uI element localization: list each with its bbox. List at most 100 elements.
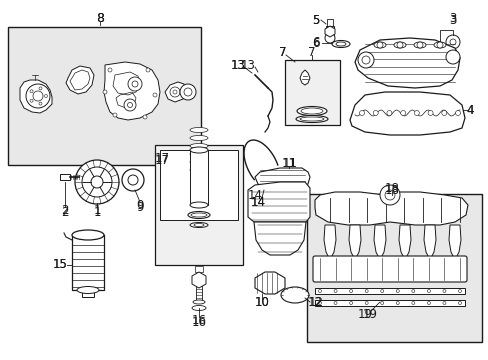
Text: 17: 17 — [154, 153, 169, 166]
Circle shape — [183, 88, 192, 96]
Polygon shape — [314, 192, 467, 225]
Text: 11: 11 — [282, 157, 297, 170]
Polygon shape — [192, 272, 205, 288]
Text: 19: 19 — [357, 309, 372, 321]
Bar — [155, 145, 243, 265]
Circle shape — [325, 33, 334, 43]
Text: 16: 16 — [191, 315, 206, 328]
Polygon shape — [104, 62, 160, 120]
Text: 9: 9 — [136, 201, 143, 213]
Circle shape — [122, 169, 143, 191]
Polygon shape — [423, 225, 435, 260]
Bar — [160, 150, 238, 220]
Polygon shape — [60, 174, 70, 180]
Text: 5: 5 — [312, 14, 319, 27]
FancyBboxPatch shape — [312, 256, 466, 282]
Circle shape — [396, 42, 402, 48]
Polygon shape — [164, 82, 185, 102]
Circle shape — [427, 111, 432, 116]
Polygon shape — [253, 222, 305, 255]
Ellipse shape — [190, 135, 207, 140]
Circle shape — [113, 113, 117, 117]
Circle shape — [357, 52, 373, 68]
Text: 6: 6 — [312, 36, 319, 49]
Circle shape — [82, 167, 112, 197]
Bar — [195, 266, 203, 272]
Circle shape — [128, 175, 138, 185]
Text: 15: 15 — [52, 258, 67, 271]
Text: 10: 10 — [254, 296, 269, 309]
Bar — [285, 60, 339, 125]
Ellipse shape — [393, 42, 405, 48]
Circle shape — [30, 90, 33, 93]
Ellipse shape — [190, 202, 207, 208]
Polygon shape — [254, 168, 309, 188]
Text: 12: 12 — [307, 296, 322, 309]
Circle shape — [386, 111, 391, 116]
Text: 7: 7 — [279, 45, 286, 59]
Polygon shape — [398, 225, 410, 260]
Text: 14: 14 — [250, 195, 265, 208]
Text: 18: 18 — [384, 184, 399, 197]
Ellipse shape — [413, 42, 425, 48]
Ellipse shape — [296, 107, 326, 116]
Ellipse shape — [193, 300, 204, 304]
Text: 8: 8 — [96, 12, 104, 24]
Circle shape — [416, 42, 422, 48]
Circle shape — [108, 68, 112, 72]
Ellipse shape — [281, 287, 308, 303]
Ellipse shape — [433, 42, 445, 48]
Ellipse shape — [190, 127, 207, 132]
Bar — [325, 26, 333, 38]
Ellipse shape — [295, 116, 327, 122]
Circle shape — [436, 42, 442, 48]
Circle shape — [127, 103, 132, 108]
Text: 15: 15 — [52, 258, 67, 271]
Circle shape — [379, 185, 399, 205]
Polygon shape — [254, 272, 285, 294]
Ellipse shape — [72, 230, 104, 240]
Circle shape — [91, 176, 103, 188]
Bar — [326, 19, 332, 26]
Ellipse shape — [373, 42, 385, 48]
Circle shape — [361, 56, 369, 64]
Text: 7: 7 — [307, 45, 315, 59]
Text: 18: 18 — [384, 181, 399, 194]
Ellipse shape — [192, 306, 205, 310]
Circle shape — [359, 111, 364, 116]
Text: 1: 1 — [93, 206, 101, 219]
Text: 14: 14 — [247, 189, 262, 202]
Text: 1: 1 — [93, 203, 101, 216]
Text: 17: 17 — [154, 152, 169, 165]
Text: 4: 4 — [465, 104, 473, 117]
Text: 16: 16 — [191, 314, 206, 327]
Circle shape — [180, 84, 196, 100]
Text: 11: 11 — [281, 157, 296, 170]
Bar — [21, 93, 27, 102]
Ellipse shape — [331, 40, 349, 48]
Circle shape — [75, 160, 119, 204]
Text: 2: 2 — [61, 203, 69, 216]
Circle shape — [146, 68, 150, 72]
Bar — [8, 27, 201, 165]
Text: 10: 10 — [254, 297, 269, 310]
Circle shape — [400, 111, 405, 116]
Ellipse shape — [190, 222, 207, 228]
Polygon shape — [20, 80, 52, 113]
Circle shape — [413, 111, 419, 116]
Circle shape — [142, 115, 147, 119]
Text: 13: 13 — [240, 59, 255, 72]
Text: 13: 13 — [230, 59, 245, 72]
Polygon shape — [373, 225, 385, 260]
Circle shape — [153, 93, 157, 97]
Text: 14: 14 — [250, 195, 265, 208]
Text: 9: 9 — [136, 198, 143, 212]
Circle shape — [376, 42, 382, 48]
Circle shape — [173, 90, 177, 94]
Text: 19: 19 — [362, 309, 377, 321]
Circle shape — [26, 84, 50, 108]
Circle shape — [132, 81, 138, 87]
Bar — [196, 284, 202, 300]
Polygon shape — [299, 70, 309, 85]
Ellipse shape — [194, 224, 203, 226]
